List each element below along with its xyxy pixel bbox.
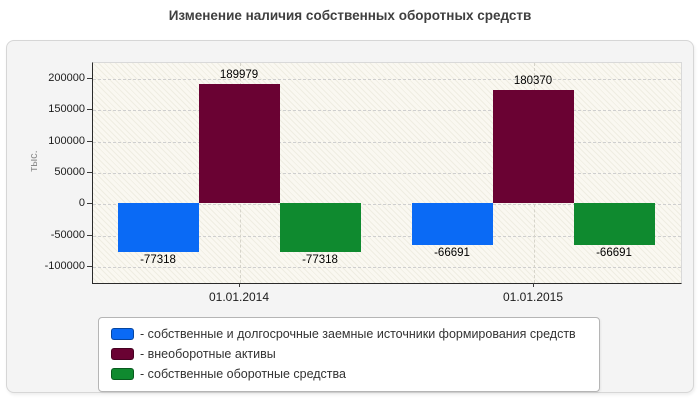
y-tick-mark [87,78,92,79]
bar [198,84,280,204]
bar [492,90,574,204]
legend-item: - внеоборотные активы [99,344,599,364]
legend-label: - внеоборотные активы [140,347,276,361]
bar-value-label: 189979 [219,69,259,81]
legend-swatch-icon [111,328,134,340]
gridline [93,204,681,206]
gridline [93,173,681,174]
gridline [93,235,681,237]
bar-value-label: -77318 [140,254,176,267]
gridline [93,110,681,112]
bar-value-label: -77318 [302,254,338,267]
bar [117,203,199,253]
gridline [93,78,681,80]
y-tick-mark [87,235,92,236]
y-tick-label: -50000 [50,228,85,241]
gridline [93,141,681,143]
x-tick-mark [533,283,534,287]
y-tick-mark [87,172,92,173]
legend-label: - собственные оборотные средства [140,367,346,381]
legend-item: - собственные оборотные средства [99,364,599,384]
x-tick-label: 01.01.2014 [208,290,270,304]
x-tick-label: 01.01.2015 [502,290,564,304]
bar-value-label: 180370 [513,75,553,88]
y-tick-mark [87,266,92,267]
bar-value-label: -66691 [596,247,632,260]
y-tick-mark [87,141,92,142]
y-tick-label: 150000 [48,103,85,116]
y-tick-label: -100000 [44,260,85,273]
y-tick-mark [87,109,92,110]
legend-label: - собственные и долгосрочные заемные ист… [140,327,576,341]
gridline [93,267,681,269]
legend-swatch-icon [111,348,134,360]
chart-title: Изменение наличия собственных оборотных … [168,8,532,23]
bar [573,203,655,246]
y-tick-label: 200000 [48,71,85,84]
legend-item: - собственные и долгосрочные заемные ист… [99,324,599,344]
bar [279,203,361,253]
y-tick-label: 0 [78,197,85,210]
y-tick-label: 50000 [54,166,85,178]
y-tick-label: 100000 [48,134,85,147]
legend: - собственные и долгосрочные заемные ист… [98,317,600,392]
x-tick-mark [239,283,240,287]
y-tick-mark [87,203,92,204]
legend-swatch-icon [111,368,134,380]
bar-value-label: -66691 [434,247,470,260]
bar [411,203,493,246]
